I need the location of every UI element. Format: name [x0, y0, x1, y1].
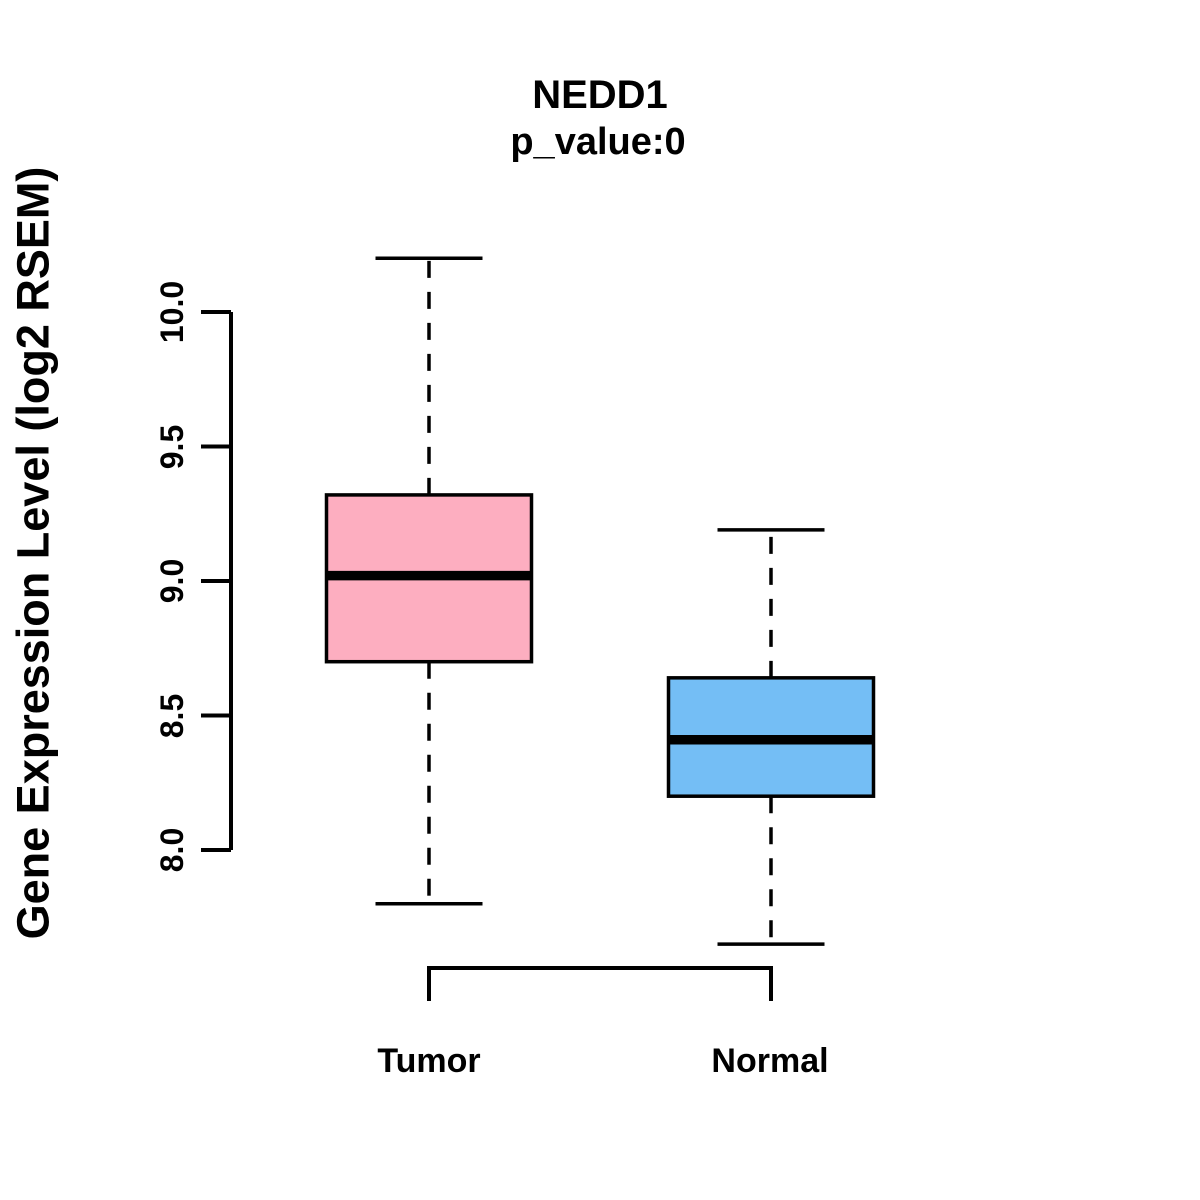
y-axis-title: Gene Expression Level (log2 RSEM) [7, 166, 59, 940]
chart-subtitle: p_value:0 [510, 121, 686, 163]
y-axis-tick-label: 8.0 [154, 827, 190, 873]
y-axis-tick-label: 9.5 [154, 424, 190, 469]
x-category-label-normal: Normal [711, 1042, 829, 1080]
x-axis-bracket [427, 966, 773, 1001]
y-axis-tick-label: 8.5 [154, 693, 190, 738]
y-axis-tick-label: 10.0 [154, 280, 190, 344]
y-axis-tick-label: 9.0 [154, 558, 190, 604]
x-category-label-tumor: Tumor [377, 1042, 481, 1080]
chart-title: NEDD1 [532, 73, 668, 117]
